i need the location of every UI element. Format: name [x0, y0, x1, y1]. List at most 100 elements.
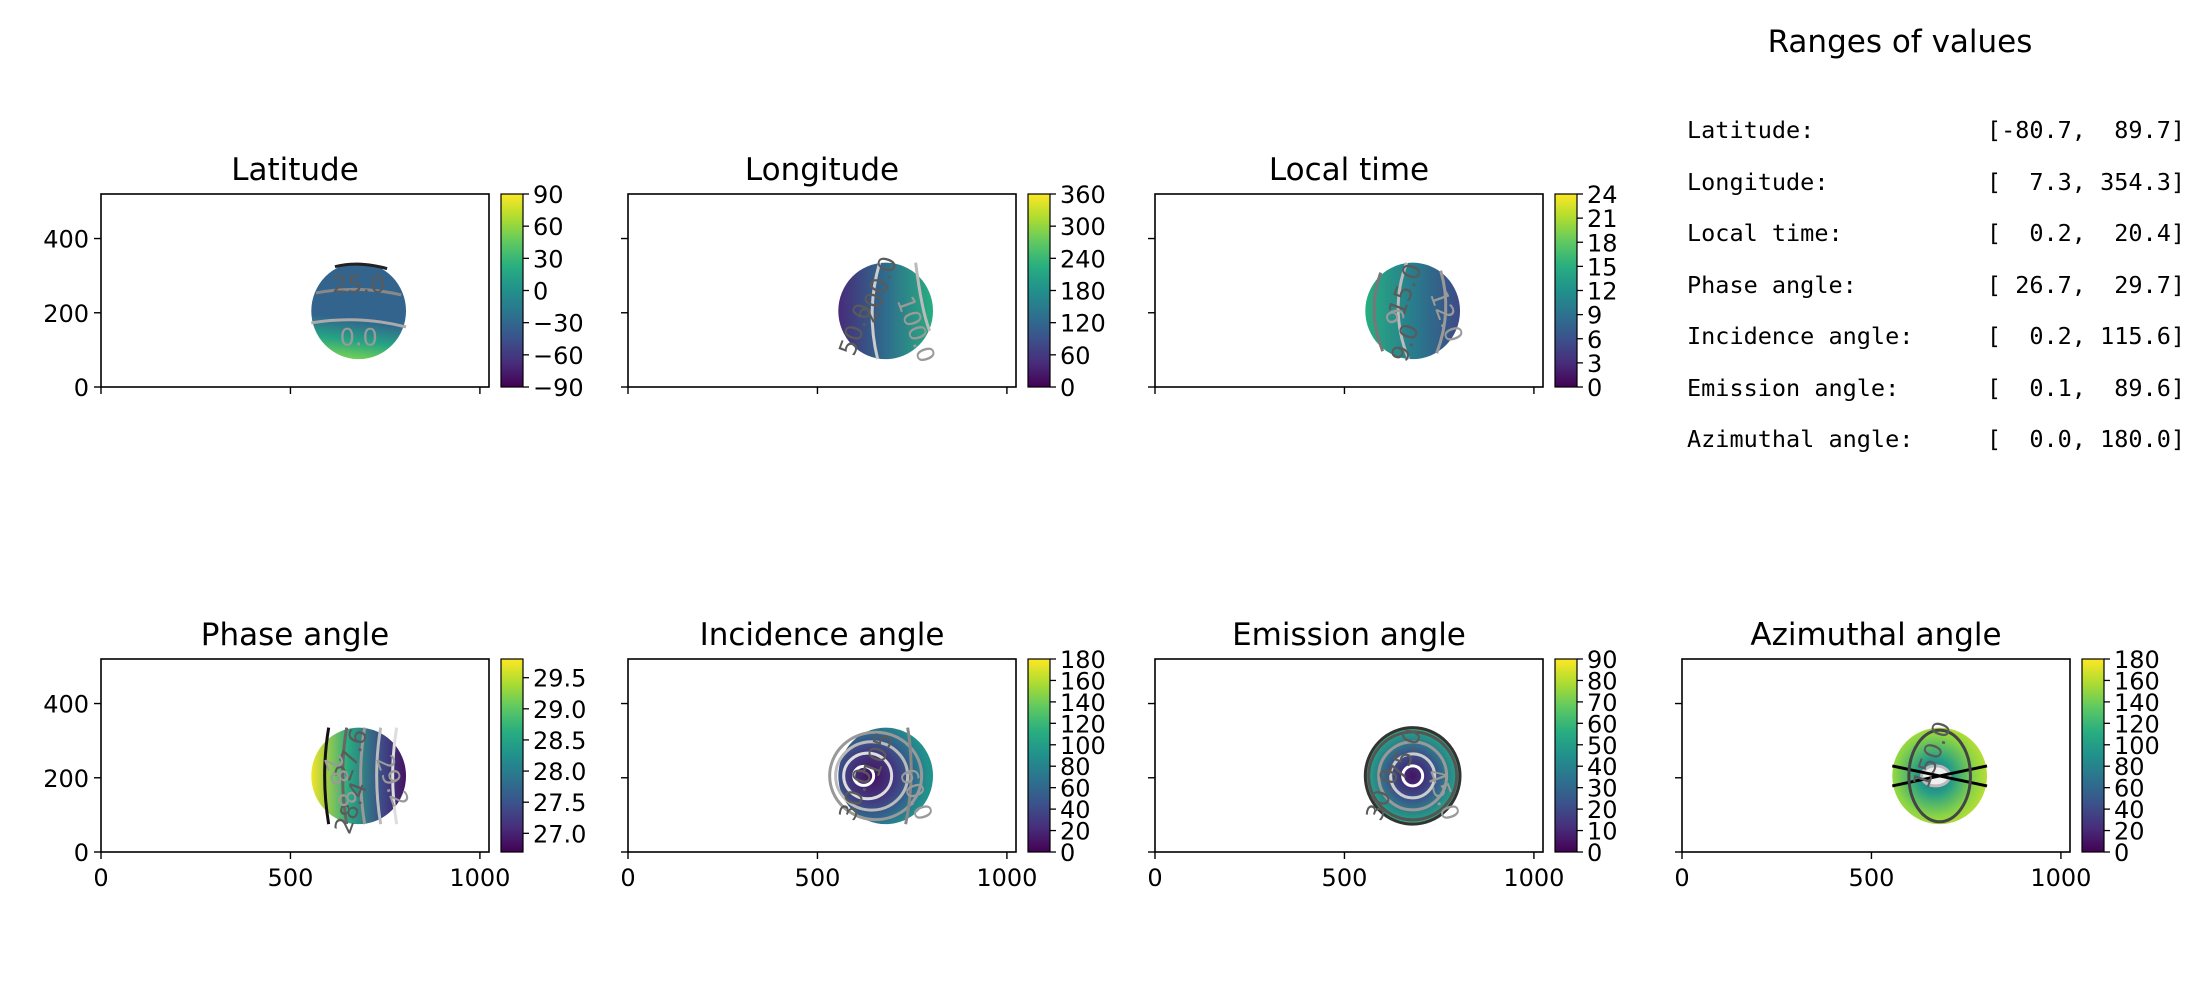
colorbar-tick-label: 0	[1060, 839, 1075, 867]
x-tick-label: 0	[1147, 864, 1162, 892]
colorbar-tick-label: 29.5	[533, 665, 586, 693]
range-row-emission-angle: Emission angle: [ 0.1, 89.6]	[1687, 374, 2185, 426]
colorbar-tick-label: 0	[1587, 839, 1602, 867]
planet-disk	[1365, 262, 1461, 360]
colorbar-tick-label: 300	[1060, 213, 1106, 241]
range-value: [ 26.7, 29.7]	[1986, 270, 2185, 299]
colorbar-tick-label: 40	[1587, 753, 1618, 781]
contour-lines	[870, 262, 932, 360]
contour-line	[1372, 272, 1385, 352]
colorbar-tick-label: 160	[1060, 667, 1106, 695]
planet-disk	[311, 262, 407, 360]
colorbar-tick-label: 3	[1587, 350, 1602, 378]
colorbar-tick-label: 20	[2114, 818, 2145, 846]
colorbar-tick-label: 160	[2114, 667, 2160, 695]
axes-frame	[100, 193, 490, 388]
colorbar-tick-label: 120	[2114, 710, 2160, 738]
contour-line	[311, 318, 407, 329]
x-tick-label: 500	[1849, 864, 1895, 892]
contour-line	[914, 262, 932, 332]
x-tick-label: 500	[268, 864, 314, 892]
colorbar-tick-label: 180	[1060, 278, 1106, 306]
colorbar-tick-label: 27.5	[533, 789, 586, 817]
x-tick-label: 500	[795, 864, 841, 892]
contour-line	[1396, 262, 1411, 360]
panel-title: Latitude	[231, 152, 359, 188]
colorbar-tick-label: 80	[2114, 753, 2145, 781]
colorbar-tick-label: −90	[533, 374, 584, 402]
x-tick-label: 0	[1674, 864, 1689, 892]
range-label: Local time:	[1687, 219, 1843, 247]
colorbar-tick-label: 140	[1060, 689, 1106, 717]
range-label: Phase angle:	[1687, 270, 1857, 299]
range-label: Azimuthal angle:	[1687, 425, 1914, 453]
colorbar-tick-label: 10	[1587, 818, 1618, 846]
contour-line	[870, 262, 882, 360]
colorbar-tick-label: 60	[2114, 775, 2145, 803]
axes-frame	[1154, 658, 1544, 853]
contour-lines	[1891, 728, 1988, 824]
range-row-azimuthal-angle: Azimuthal angle: [ 0.0, 180.0]	[1687, 425, 2185, 477]
colorbar-tick-label: 29.0	[533, 696, 586, 724]
range-label: Latitude:	[1687, 116, 1815, 144]
colorbar	[1027, 658, 1051, 853]
range-row-latitude: Latitude: [-80.7, 89.7]	[1687, 116, 2185, 168]
colorbar-tick-label: 70	[1587, 689, 1618, 717]
colorbar-tick-label: 140	[2114, 689, 2160, 717]
contour-line	[842, 751, 894, 801]
y-tick-label: 0	[74, 374, 89, 402]
contour-line	[828, 730, 924, 822]
panel-latitude: Latitude 25.0 0.0 0 200 400 90 60 30 0 −30 −60 −90	[43, 152, 583, 402]
colorbar-tick-label: 120	[1060, 710, 1106, 738]
range-value: [ 0.0, 180.0]	[1986, 425, 2185, 453]
panel-title: Phase angle	[201, 617, 389, 653]
contour-line	[1363, 726, 1462, 826]
colorbar-tick-label: 60	[1060, 342, 1091, 370]
colorbar-tick-label: 0	[2114, 839, 2129, 867]
contour-lines	[828, 727, 924, 825]
axes-frame	[1681, 658, 2071, 853]
x-tick-label: 0	[93, 864, 108, 892]
contour-line	[359, 727, 367, 825]
colorbar-tick-label: 12	[1587, 278, 1618, 306]
x-tick-label: 1000	[1503, 864, 1564, 892]
axes-frame	[100, 658, 490, 853]
contour-line	[904, 727, 913, 825]
range-label: Incidence angle:	[1687, 322, 1914, 350]
contour-line	[334, 262, 388, 271]
colorbar-tick-label: 0	[1587, 374, 1602, 402]
colorbar-tick-label: 15	[1587, 253, 1618, 281]
colorbar-tick-label: 0	[533, 278, 548, 306]
colorbar-tick-label: 0	[1060, 374, 1075, 402]
x-tick-label: 1000	[976, 864, 1037, 892]
panel-title: Incidence angle	[700, 617, 945, 653]
colorbar-tick-label: 240	[1060, 245, 1106, 273]
colorbar-tick-label: 6	[1587, 326, 1602, 354]
planet-disk	[838, 262, 934, 360]
colorbar-tick-label: 90	[1587, 646, 1618, 674]
range-row-phase-angle: Phase angle: [ 26.7, 29.7]	[1687, 271, 2185, 323]
colorbar-tick-label: 60	[1060, 775, 1091, 803]
x-tick-label: 1000	[2030, 864, 2091, 892]
x-tick-label: 500	[1322, 864, 1368, 892]
colorbar	[1027, 193, 1051, 388]
colorbar-tick-label: 100	[2114, 732, 2160, 760]
panel-longitude: Longitude200.0100.050.036030024018012060…	[621, 152, 1106, 402]
colorbar-tick-label: 18	[1587, 229, 1618, 257]
colorbar-tick-label: 90	[533, 181, 564, 209]
colorbar-tick-label: −30	[533, 310, 584, 338]
panel-title: Azimuthal angle	[1750, 617, 2001, 653]
colorbar-tick-label: 180	[2114, 646, 2160, 674]
colorbar	[1554, 193, 1578, 388]
contour-lines	[323, 727, 399, 825]
contour-line	[1907, 728, 1972, 824]
contour-line	[1389, 752, 1437, 800]
range-label: Longitude:	[1687, 167, 1829, 196]
y-tick-label: 400	[43, 226, 89, 254]
colorbar-tick-label: 180	[1060, 646, 1106, 674]
